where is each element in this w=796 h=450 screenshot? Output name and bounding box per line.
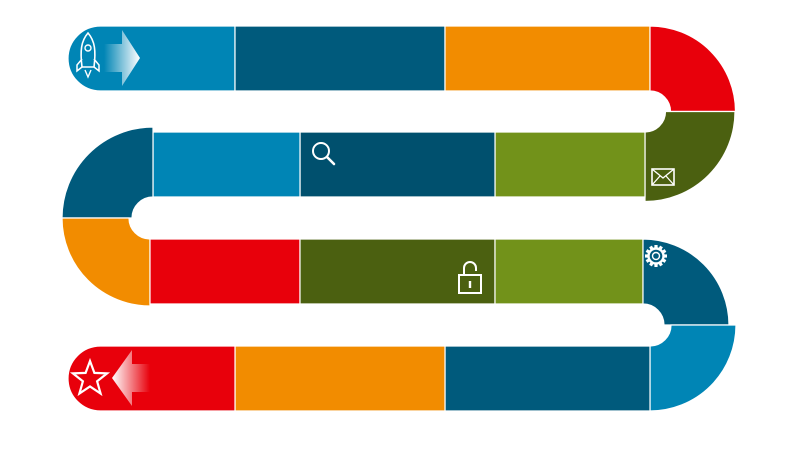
unlock-icon	[458, 261, 482, 294]
arrow-left-icon	[112, 350, 150, 406]
road-segment-8	[152, 131, 301, 198]
road-segment-5	[644, 110, 736, 203]
search-icon	[312, 142, 336, 166]
road-segment-12	[299, 238, 496, 305]
road-segment-1	[67, 25, 236, 92]
arrow-right-icon	[104, 30, 140, 86]
road-segment-13	[494, 238, 644, 305]
road-segment-6	[494, 131, 646, 198]
road-segment-7	[299, 131, 496, 198]
star-icon	[69, 357, 111, 397]
road-segment-15	[649, 324, 737, 412]
road-segment-18	[67, 345, 236, 412]
envelope-icon	[651, 168, 675, 186]
road-segment-10	[61, 217, 151, 307]
road-segment-16	[444, 345, 651, 412]
road-segment-11	[149, 238, 301, 305]
rocket-icon	[76, 31, 100, 79]
gear-icon	[645, 245, 667, 267]
road-segment-17	[234, 345, 446, 412]
road-segment-9	[61, 126, 154, 219]
road-segment-2	[234, 25, 446, 92]
road-segment-3	[444, 25, 651, 92]
road-segment-4	[649, 25, 737, 113]
